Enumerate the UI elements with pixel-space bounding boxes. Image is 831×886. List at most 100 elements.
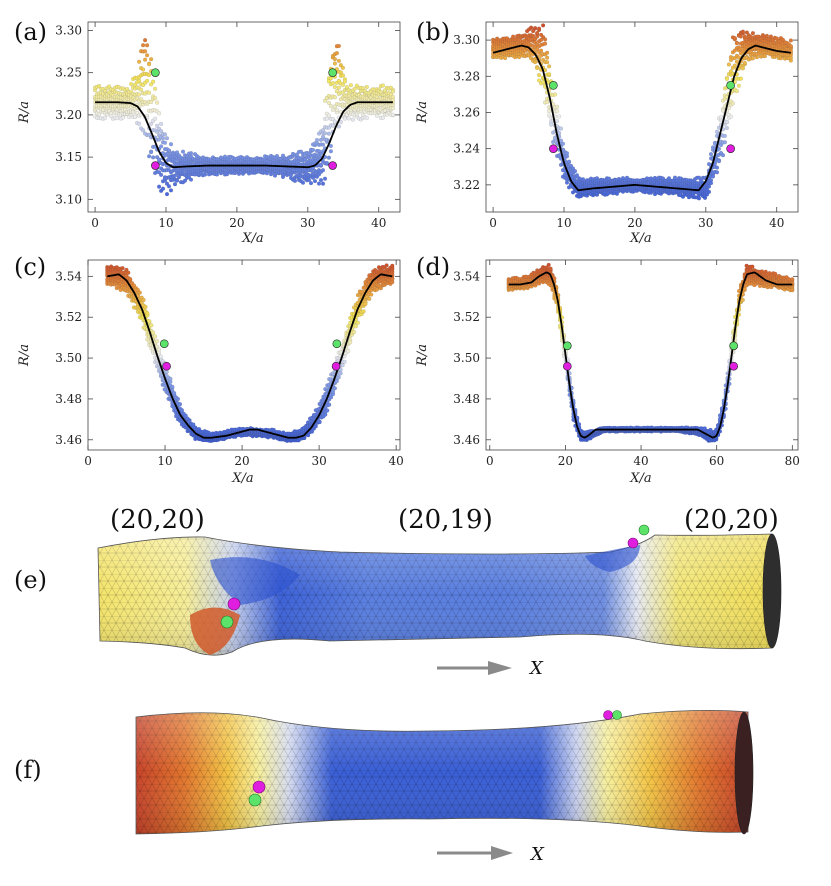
scatter-point [722,133,727,138]
scatter-point [147,62,152,67]
scatter-points-a [93,38,395,197]
scatter-point [322,98,328,103]
scatter-point [133,82,138,87]
xlabel-d: X/a [629,471,651,486]
scatter-point [153,86,158,91]
ylabel-d: R/a [415,344,430,367]
scatter-point [720,108,726,113]
scatter-points-c [105,263,395,444]
scatter-point [708,152,714,157]
scatter-point [155,129,160,134]
panel-label-b: (b) [416,18,450,46]
scatter-point [318,137,324,142]
scatter-point [147,72,152,78]
y-tick-label-c: 3.50 [55,351,82,365]
scatter-point [545,50,550,55]
marker-magenta-c [162,361,171,371]
scatter-point [164,151,170,156]
scatter-point [115,116,120,121]
scatter-point [326,155,331,160]
scatter-point [332,57,337,62]
scatter-point [139,97,144,102]
scatter-point [149,99,154,105]
x-tick-label-c: 40 [389,454,404,468]
scatter-point [762,54,767,59]
scatter-point [188,151,194,156]
chart-panel-b: R/a X/a 0 10 20 30 403.223.243.263.283.30 [415,21,799,246]
marker-green-c [159,339,169,349]
scatter-point [131,109,136,114]
scatter-point [141,128,146,133]
scatter-point [145,53,150,58]
scatter-point [175,396,181,402]
scatter-point [135,110,140,115]
scatter-point [332,386,337,391]
scatter-point [320,181,326,186]
scatter-point [184,154,190,159]
scatter-point [164,192,170,197]
scatter-point [708,181,714,186]
scatter-point [555,104,560,109]
x-tick-label-a: 10 [158,216,173,230]
y-tick-label-b: 3.22 [453,178,480,192]
scatter-point [738,34,743,39]
scatter-point [172,182,178,187]
scatter-point [788,38,793,43]
scatter-point [529,25,534,30]
x-tick-label-b: 0 [489,216,497,230]
scatter-point [155,123,160,128]
marker-green-a [328,68,337,77]
scatter-point [172,391,177,396]
scatter-point [351,329,357,335]
scatter-point [143,49,148,54]
scatter-point [149,323,154,328]
chart-panel-d: R/a X/a 0 20 40 60 803.463.483.503.523.54 [415,259,800,486]
scatter-point [330,389,336,394]
scatter-point [364,115,369,120]
scatter-point [348,340,353,345]
scatter-point [338,63,343,68]
scatter-point [320,128,326,133]
x-tick-label-d: 20 [558,454,573,468]
scatter-point [390,89,395,94]
scatter-point [145,78,150,83]
scatter-point [555,109,560,114]
scatter-point [272,173,278,178]
scatter-point [97,83,102,89]
scatter-point [154,339,160,344]
scatter-point [174,178,180,183]
scatter-point [340,82,345,87]
ylabel-a: R/a [17,101,32,124]
scatter-point [328,143,333,149]
scatter-point [350,117,355,122]
scatter-point [153,96,158,101]
scatter-point [157,184,162,189]
scatter-point [149,82,154,87]
scatter-point [280,153,286,158]
scatter-point [147,132,152,137]
scatter-point [557,114,562,119]
scatter-point [274,153,280,159]
scatter-point [158,354,163,359]
scatter-point [153,334,158,339]
scatter-point [126,270,131,275]
y-tick-label-d: 3.50 [453,351,480,365]
scatter-point [732,63,737,68]
scatter-point [162,140,168,145]
x-tick-label-b: 40 [769,216,784,230]
xlabel-b: X/a [629,231,651,246]
scatter-point [141,43,146,48]
scatter-point [327,402,332,407]
scatter-point [720,153,726,158]
scatter-point [151,155,156,160]
scatter-point [141,297,146,303]
x-tick-label-a: 20 [229,216,244,230]
x-tick-label-a: 30 [300,216,315,230]
chart-panel-a: R/a X/a 0 10 20 30 403.103.153.203.253.30 [17,21,401,246]
scatter-point [696,196,702,201]
scatter-point [149,150,154,155]
marker-magenta-b [549,144,558,153]
scatter-point [149,57,154,62]
marker-green-b [726,81,735,90]
scatter-point [160,136,166,141]
